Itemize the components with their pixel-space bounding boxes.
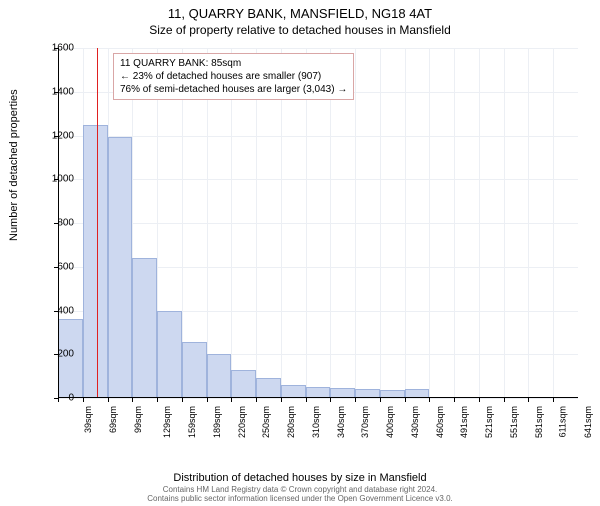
footer: Contains HM Land Registry data © Crown c… [0, 485, 600, 504]
x-tick-label: 39sqm [83, 406, 93, 433]
gridline-h [58, 398, 578, 399]
gridline-v [231, 48, 232, 398]
y-tick-label: 800 [40, 218, 74, 229]
x-tick [157, 398, 158, 402]
gridline-v [479, 48, 480, 398]
histogram-bar [207, 354, 232, 398]
gridline-v [429, 48, 430, 398]
x-tick [306, 398, 307, 402]
plot-area: 11 QUARRY BANK: 85sqm← 23% of detached h… [58, 48, 578, 398]
x-tick [207, 398, 208, 402]
gridline-v [528, 48, 529, 398]
histogram-bar [256, 378, 281, 398]
x-tick-label: 99sqm [133, 406, 143, 433]
gridline-v [454, 48, 455, 398]
histogram-bar [108, 137, 133, 398]
gridline-v [207, 48, 208, 398]
x-tick [231, 398, 232, 402]
annotation-line: 76% of semi-detached houses are larger (… [120, 83, 347, 96]
gridline-v [330, 48, 331, 398]
y-tick-label: 600 [40, 261, 74, 272]
x-tick-label: 69sqm [108, 406, 118, 433]
x-tick [355, 398, 356, 402]
footer-line-1: Contains HM Land Registry data © Crown c… [0, 485, 600, 495]
y-tick-label: 1000 [40, 174, 74, 185]
x-tick-label: 400sqm [385, 406, 395, 438]
page-title: 11, QUARRY BANK, MANSFIELD, NG18 4AT [0, 6, 600, 21]
marker-line [97, 48, 98, 398]
y-tick-label: 0 [40, 393, 74, 404]
x-tick-label: 129sqm [162, 406, 172, 438]
annotation-line: ← 23% of detached houses are smaller (90… [120, 70, 347, 83]
x-tick-label: 370sqm [360, 406, 370, 438]
page-subtitle: Size of property relative to detached ho… [0, 23, 600, 37]
y-tick-label: 1400 [40, 86, 74, 97]
histogram-bar [157, 311, 182, 399]
x-axis-line [58, 397, 578, 398]
x-tick [479, 398, 480, 402]
gridline-h [58, 179, 578, 180]
histogram-bar [132, 258, 157, 398]
x-tick [281, 398, 282, 402]
histogram-bar [182, 342, 207, 398]
x-tick-label: 189sqm [212, 406, 222, 438]
x-tick [83, 398, 84, 402]
x-tick-label: 430sqm [410, 406, 420, 438]
x-tick [528, 398, 529, 402]
x-tick-label: 611sqm [558, 406, 568, 437]
x-tick-label: 280sqm [286, 406, 296, 438]
x-tick-label: 310sqm [311, 406, 321, 438]
x-tick-label: 340sqm [336, 406, 346, 438]
x-tick-label: 491sqm [459, 406, 469, 438]
x-tick [330, 398, 331, 402]
x-tick-label: 551sqm [509, 406, 519, 438]
annotation-line: 11 QUARRY BANK: 85sqm [120, 57, 347, 70]
x-tick [132, 398, 133, 402]
x-tick [429, 398, 430, 402]
gridline-v [553, 48, 554, 398]
gridline-h [58, 223, 578, 224]
gridline-h [58, 48, 578, 49]
x-tick [256, 398, 257, 402]
y-axis-label: Number of detached properties [8, 89, 20, 241]
x-axis-label: Distribution of detached houses by size … [0, 472, 600, 484]
gridline-h [58, 136, 578, 137]
x-tick [504, 398, 505, 402]
x-tick-label: 521sqm [484, 406, 494, 438]
x-tick [380, 398, 381, 402]
chart-container: 11, QUARRY BANK, MANSFIELD, NG18 4AT Siz… [0, 6, 600, 506]
annotation-box: 11 QUARRY BANK: 85sqm← 23% of detached h… [113, 53, 354, 100]
y-tick-label: 1200 [40, 130, 74, 141]
x-tick [108, 398, 109, 402]
y-tick-label: 1600 [40, 43, 74, 54]
x-tick-label: 641sqm [583, 406, 593, 438]
gridline-v [355, 48, 356, 398]
histogram-bar [231, 370, 256, 398]
x-tick-label: 220sqm [237, 406, 247, 438]
x-tick [454, 398, 455, 402]
gridline-v [306, 48, 307, 398]
x-tick-label: 250sqm [261, 406, 271, 438]
gridline-v [405, 48, 406, 398]
x-tick-label: 460sqm [435, 406, 445, 438]
gridline-v [256, 48, 257, 398]
gridline-v [281, 48, 282, 398]
histogram-bar [83, 125, 108, 398]
y-tick-label: 400 [40, 305, 74, 316]
gridline-v [504, 48, 505, 398]
plot: 11 QUARRY BANK: 85sqm← 23% of detached h… [58, 48, 578, 426]
gridline-v [380, 48, 381, 398]
x-tick-label: 159sqm [187, 406, 197, 438]
x-tick [405, 398, 406, 402]
x-tick [182, 398, 183, 402]
x-tick [553, 398, 554, 402]
x-tick-label: 581sqm [534, 406, 544, 438]
footer-line-2: Contains public sector information licen… [0, 494, 600, 504]
y-tick-label: 200 [40, 349, 74, 360]
